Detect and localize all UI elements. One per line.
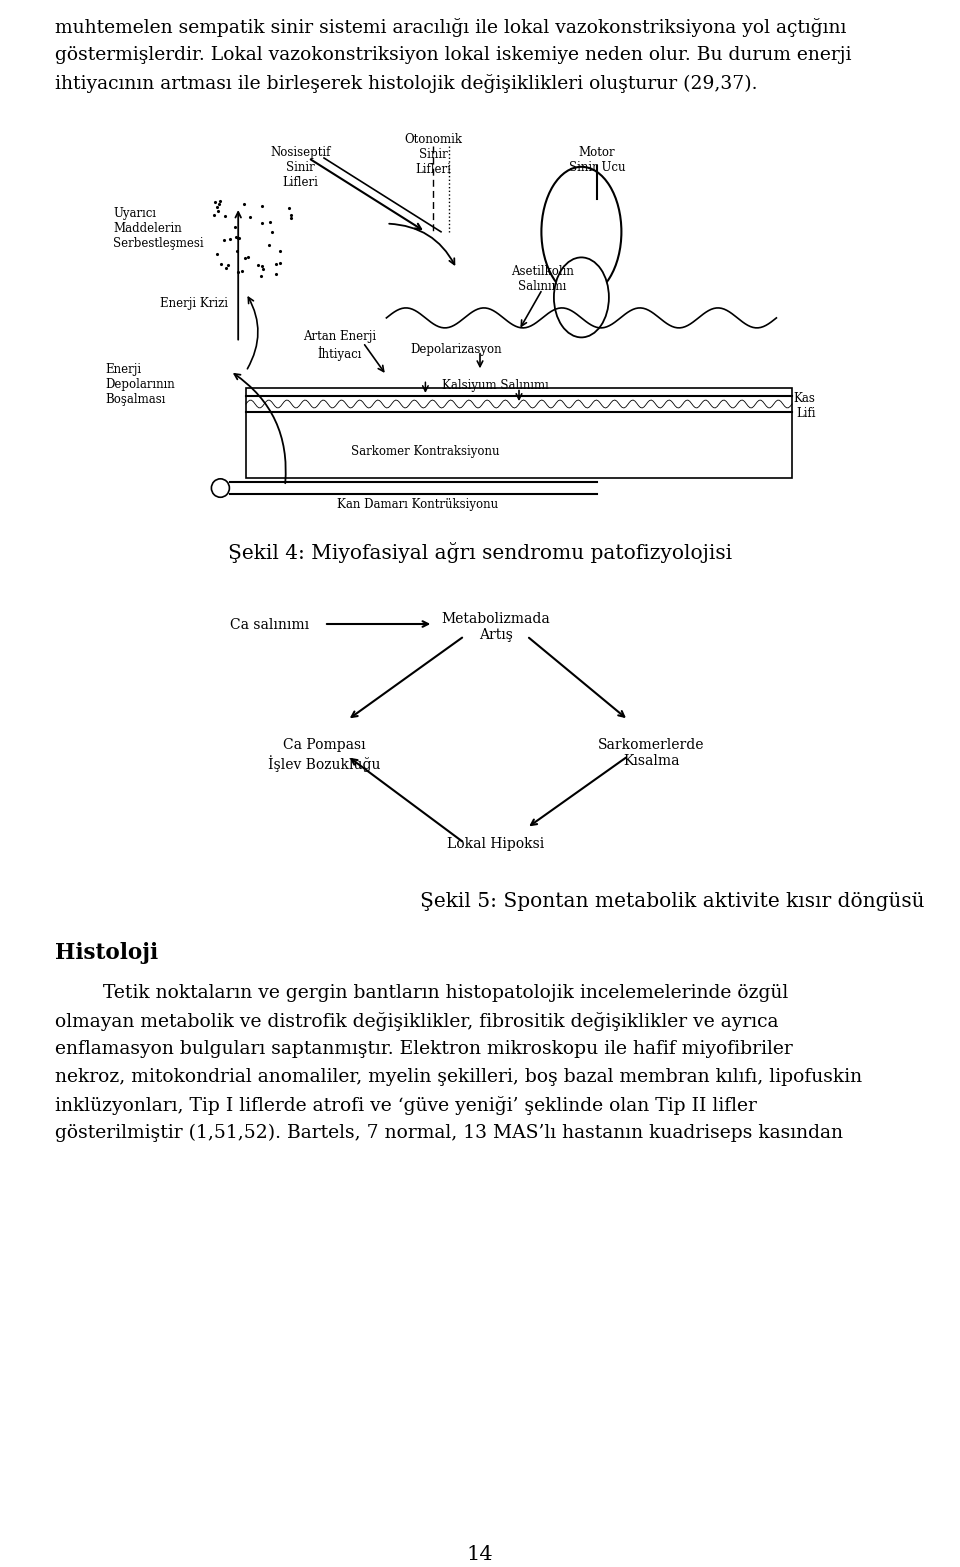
- Text: gösterilmiştir (1,51,52). Bartels, 7 normal, 13 MAS’lı hastanın kuadriseps kasın: gösterilmiştir (1,51,52). Bartels, 7 nor…: [55, 1124, 843, 1142]
- Text: göstermişlerdir. Lokal vazokonstriksiyon lokal iskemiye neden olur. Bu durum ene: göstermişlerdir. Lokal vazokonstriksiyon…: [55, 45, 852, 64]
- Text: Histoloji: Histoloji: [55, 942, 158, 964]
- Text: 14: 14: [467, 1545, 493, 1564]
- Text: Enerji Krizi: Enerji Krizi: [160, 298, 228, 310]
- Text: Şekil 4: Miyofasiyal ağrı sendromu patofizyolojisi: Şekil 4: Miyofasiyal ağrı sendromu patof…: [228, 542, 732, 563]
- Text: Depolarizasyon: Depolarizasyon: [411, 343, 502, 356]
- Text: Kas
Lifi: Kas Lifi: [794, 392, 815, 420]
- Bar: [246, 387, 792, 478]
- Text: olmayan metabolik ve distrofik değişiklikler, fibrositik değişiklikler ve ayrıca: olmayan metabolik ve distrofik değişikli…: [55, 1012, 779, 1031]
- Text: Sarkomerlerde
Kısalma: Sarkomerlerde Kısalma: [598, 738, 705, 768]
- Text: Sarkomer Kontraksiyonu: Sarkomer Kontraksiyonu: [351, 445, 499, 458]
- Text: nekroz, mitokondrial anomaliler, myelin şekilleri, boş bazal membran kılıfı, lip: nekroz, mitokondrial anomaliler, myelin …: [55, 1069, 862, 1086]
- Text: Lokal Hipoksi: Lokal Hipoksi: [447, 837, 544, 851]
- Text: Artan Enerji
İhtiyacı: Artan Enerji İhtiyacı: [303, 331, 376, 360]
- Text: Otonomik
Sinir
Lifleri: Otonomik Sinir Lifleri: [404, 133, 462, 177]
- Text: Asetilkolin
Salınımı: Asetilkolin Salınımı: [511, 265, 574, 293]
- Text: Metabolizmada
Artış: Metabolizmada Artış: [442, 613, 550, 642]
- Text: inklüzyonları, Tip I liflerde atrofi ve ‘güve yeniği’ şeklinde olan Tip II lifle: inklüzyonları, Tip I liflerde atrofi ve …: [55, 1095, 756, 1116]
- Text: enflamasyon bulguları saptanmıştır. Elektron mikroskopu ile hafif miyofibriler: enflamasyon bulguları saptanmıştır. Elek…: [55, 1040, 793, 1058]
- Text: Motor
Sinir Ucu: Motor Sinir Ucu: [568, 146, 625, 174]
- Text: Ca salınımı: Ca salınımı: [230, 617, 309, 632]
- Text: muhtemelen sempatik sinir sistemi aracılığı ile lokal vazokonstriksiyona yol açt: muhtemelen sempatik sinir sistemi aracıl…: [55, 17, 847, 38]
- Text: Şekil 5: Spontan metabolik aktivite kısır döngüsü: Şekil 5: Spontan metabolik aktivite kısı…: [420, 892, 924, 910]
- Ellipse shape: [211, 480, 229, 497]
- Ellipse shape: [541, 166, 621, 296]
- Ellipse shape: [554, 257, 609, 337]
- Text: ihtiyacının artması ile birleşerek histolojik değişiklikleri oluşturur (29,37).: ihtiyacının artması ile birleşerek histo…: [55, 74, 757, 92]
- Text: Kalsiyum Salınımı: Kalsiyum Salınımı: [443, 379, 549, 392]
- Text: Kan Damarı Kontrüksiyonu: Kan Damarı Kontrüksiyonu: [337, 498, 498, 511]
- Text: Tetik noktaların ve gergin bantların histopatolojik incelemelerinde özgül: Tetik noktaların ve gergin bantların his…: [55, 984, 788, 1001]
- Text: Uyarıcı
Maddelerin
Serbestleşmesi: Uyarıcı Maddelerin Serbestleşmesi: [113, 207, 204, 251]
- Text: Nosiseptif
Sinir
Lifleri: Nosiseptif Sinir Lifleri: [271, 146, 331, 188]
- Text: Enerji
Depolarının
Boşalması: Enerji Depolarının Boşalması: [106, 364, 176, 406]
- Text: Ca Pompası
İşlev Bozukluğu: Ca Pompası İşlev Bozukluğu: [268, 738, 380, 771]
